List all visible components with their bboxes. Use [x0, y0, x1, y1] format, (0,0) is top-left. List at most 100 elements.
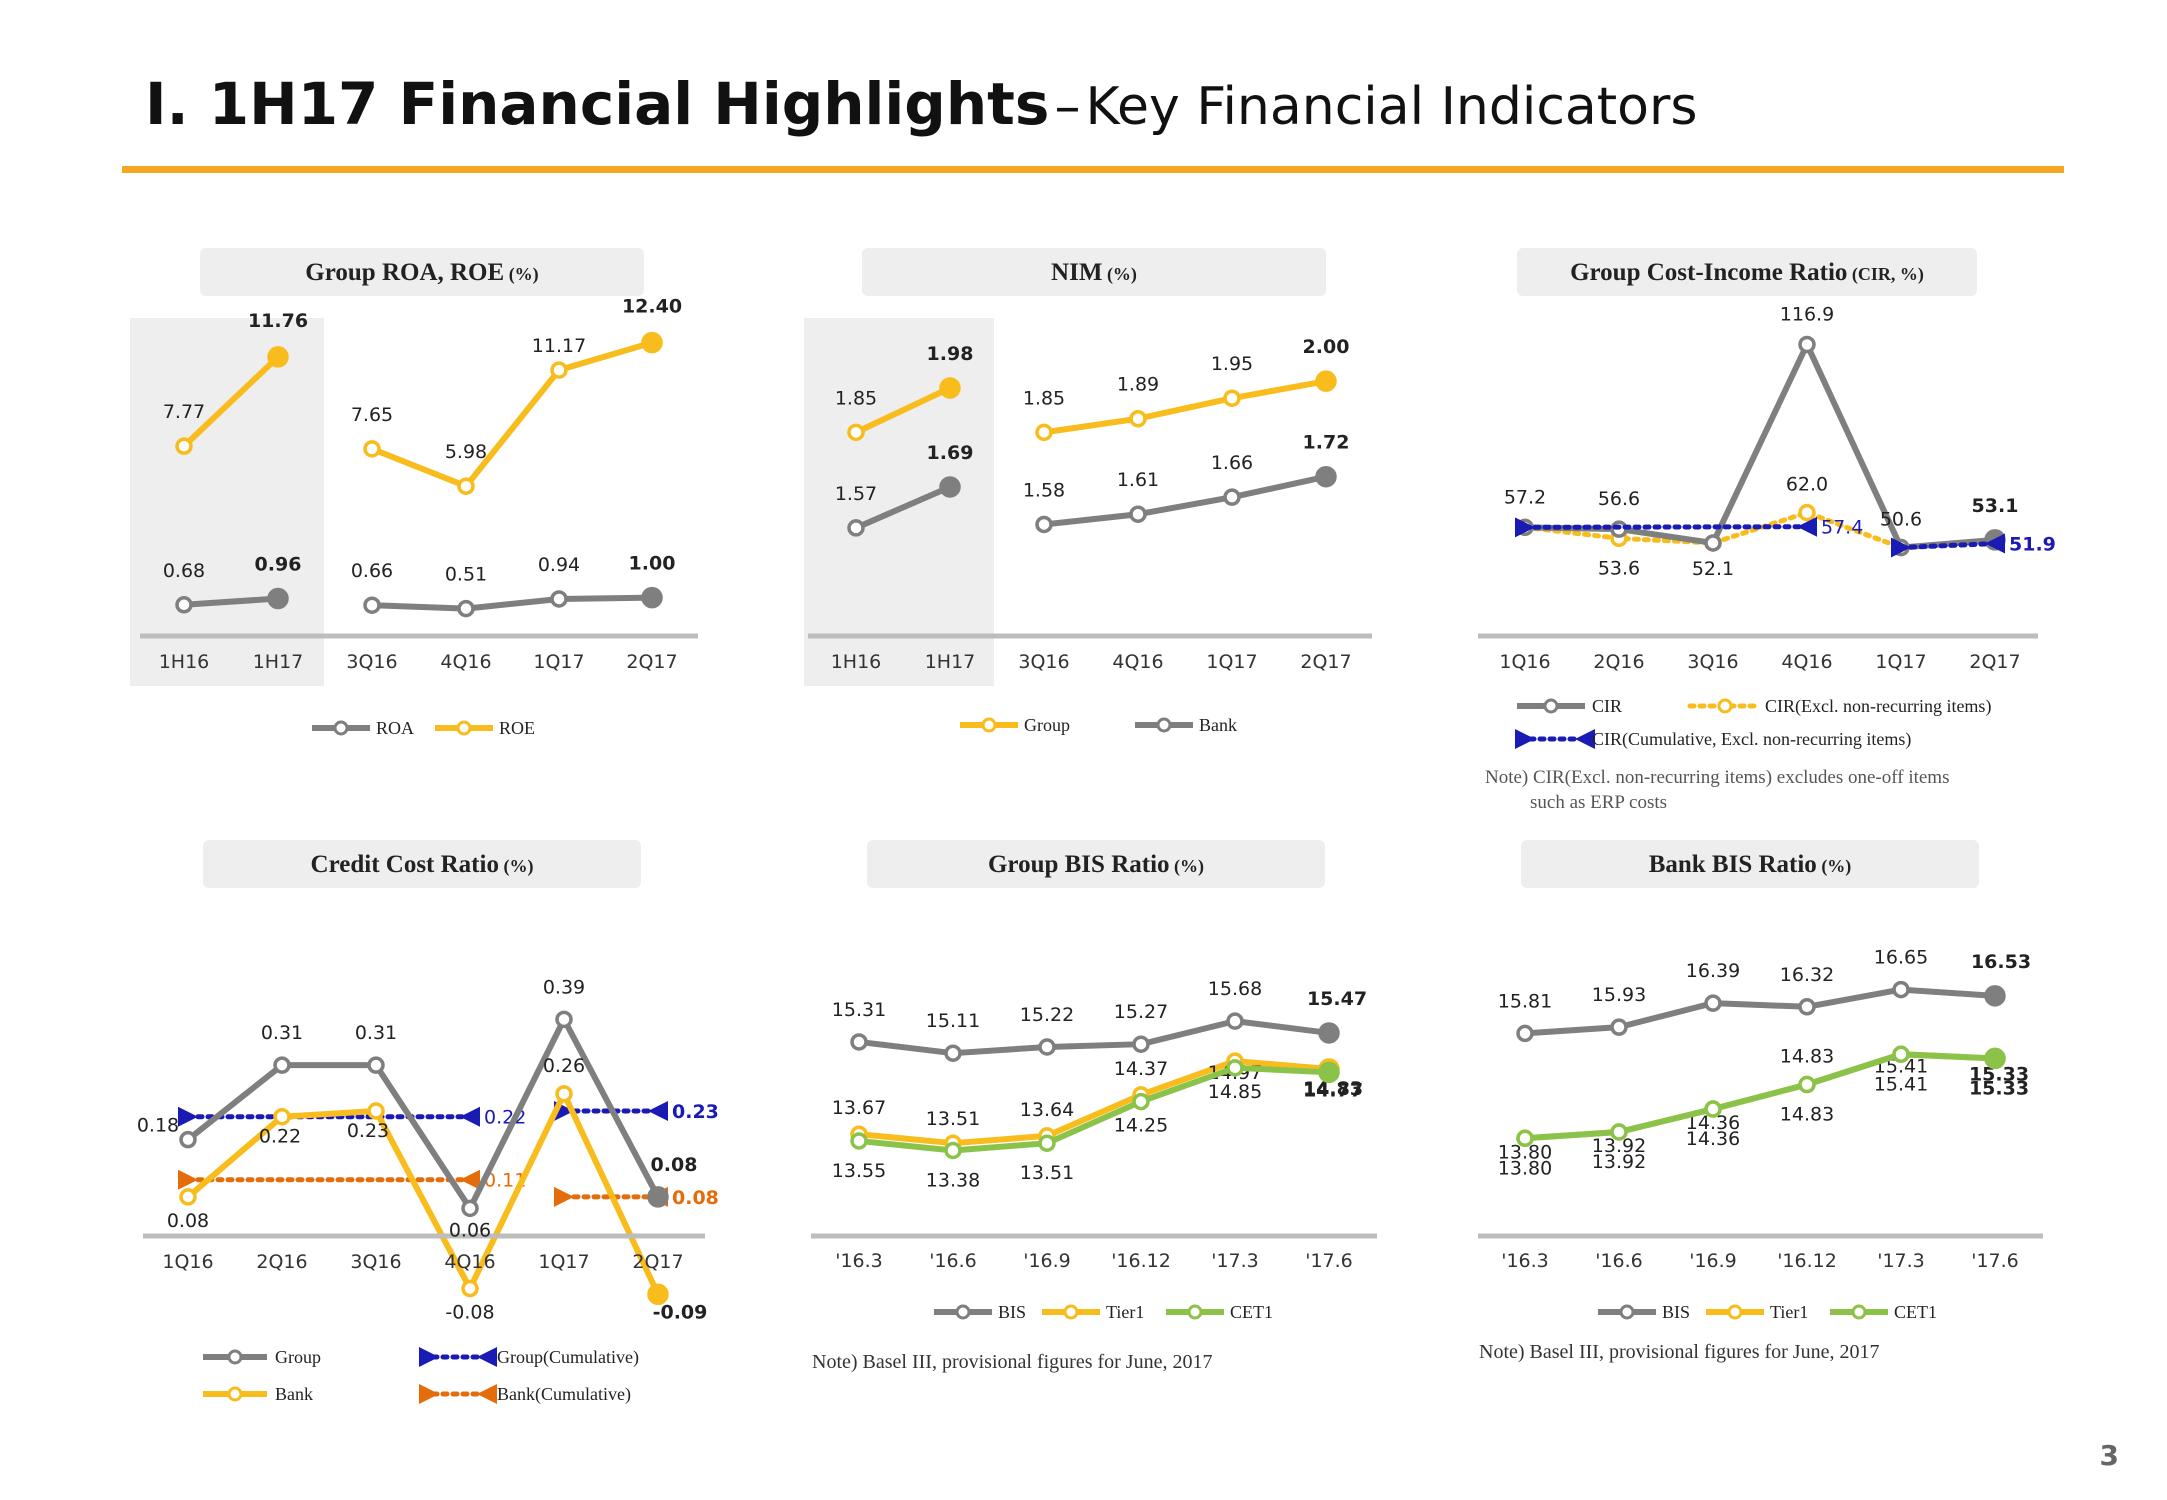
- series-bank-seg1-line: [1043, 473, 1327, 528]
- chart-title-box: [200, 248, 644, 296]
- chart-title-box: [867, 840, 1325, 888]
- data-label-bank-2: 0.23: [347, 1120, 389, 1142]
- series-bis-point-1: [1610, 1018, 1628, 1036]
- series-group-seg1-line: [1043, 378, 1327, 436]
- legend-marker-bank: [227, 1386, 243, 1402]
- x-tick-label-1h16: 1H16: [159, 651, 210, 673]
- chart-title-unit: (%): [499, 856, 534, 877]
- legend-marker-bank: [1156, 717, 1172, 733]
- x-tick-label-4q16: 4Q16: [444, 1251, 495, 1273]
- series-roa-seg0-line: [183, 595, 279, 608]
- series-cet1-point-1: [1610, 1123, 1628, 1141]
- x-tick-label-16-6: '16.6: [1595, 1250, 1643, 1272]
- x-tick-label-16-12: '16.12: [1111, 1250, 1171, 1272]
- series-group-point-5: [647, 1186, 669, 1208]
- data-label-bank-3: -0.08: [445, 1302, 494, 1324]
- x-tick-label-1q17: 1Q17: [533, 651, 584, 673]
- data-label-cet1-5: 14.77: [1303, 1079, 1363, 1101]
- x-tick-label-4q16: 4Q16: [1781, 651, 1832, 673]
- data-label-roe-1: 11.76: [248, 310, 308, 332]
- data-label-roa-3: 0.51: [445, 564, 487, 586]
- series-group-seg1-point-0: [1035, 423, 1053, 442]
- series-roa-seg1-point-3: [641, 586, 663, 609]
- series-cet1-point-1: [944, 1141, 962, 1160]
- data-label-cir-excl-1: 53.6: [1598, 557, 1640, 579]
- data-label-group-1: 0.31: [261, 1022, 303, 1044]
- legend-marker-bis: [1619, 1304, 1635, 1320]
- series-cet1-line: [858, 1064, 1330, 1154]
- series-group-seg0-point-1: [939, 377, 961, 399]
- data-label-bank-5: -0.09: [653, 1301, 708, 1323]
- series-bank-seg1-point-1: [1129, 505, 1147, 523]
- series-bis-point-5: [1984, 985, 2006, 1007]
- data-label-tier1-3: 14.37: [1114, 1058, 1168, 1080]
- series-bis-line: [1524, 986, 1996, 1037]
- series-roa-seg1-point-1: [457, 599, 475, 618]
- series-bank-cumulative-start-0: [178, 1169, 198, 1190]
- data-label-cir-excl-3: 62.0: [1786, 474, 1828, 496]
- x-tick-label-2q16: 2Q16: [1593, 651, 1644, 673]
- page-title-separator: –: [1054, 77, 1081, 137]
- legend-marker-cet1: [1851, 1304, 1867, 1320]
- data-label-roa-1: 0.96: [255, 554, 302, 576]
- data-label-group-2: 1.85: [1023, 387, 1065, 409]
- data-label-bank-5: 1.72: [1303, 432, 1350, 454]
- series-bis-line: [858, 1018, 1330, 1057]
- data-label-bis-4: 15.68: [1208, 978, 1262, 1000]
- x-tick-label-1q16: 1Q16: [162, 1251, 213, 1273]
- legend-label-group-cumulative: Group(Cumulative): [497, 1347, 639, 1368]
- series-roe-seg0-point-1: [267, 346, 289, 368]
- x-tick-label-17-6: '17.6: [1305, 1250, 1353, 1272]
- legend-marker-end-group-cumulative: [477, 1347, 497, 1367]
- series-group-cumulative-end-1: [648, 1101, 668, 1121]
- legend-marker-start-bank-cumulative: [419, 1384, 439, 1404]
- series-cir-line: [1524, 341, 1996, 551]
- data-label-bank-4: 1.66: [1211, 452, 1253, 474]
- series-cet1-point-4: [1892, 1045, 1910, 1064]
- legend-marker-roa: [333, 720, 349, 736]
- legend-label-cir-cumulative: CIR(Cumulative, Excl. non-recurring item…: [1592, 729, 1911, 750]
- legend-label-group: Group: [275, 1347, 321, 1367]
- series-bank-seg1-point-0: [1035, 515, 1053, 534]
- series-group-point-0: [179, 1130, 197, 1149]
- data-label-roa-4: 0.94: [538, 554, 580, 576]
- series-bis-point-2: [1038, 1038, 1056, 1056]
- series-cir-cumulative-start-0: [1515, 517, 1535, 538]
- shaded-half-year-panel: [130, 318, 324, 686]
- series-cir-point-3: [1798, 335, 1816, 354]
- data-label-tier1-3: 14.83: [1780, 1046, 1834, 1068]
- data-label-roa-5: 1.00: [629, 553, 676, 575]
- x-tick-label-1q17: 1Q17: [1206, 651, 1257, 673]
- x-tick-label-2q17: 2Q17: [1300, 651, 1351, 673]
- x-tick-label-16-12: '16.12: [1777, 1250, 1837, 1272]
- x-tick-label-2q17: 2Q17: [632, 1251, 683, 1273]
- data-label-group-4: 0.39: [543, 976, 585, 998]
- series-cir-cumulative-seg0: [1522, 524, 1810, 530]
- series-bis-point-3: [1132, 1035, 1150, 1053]
- data-label-cir-3: 116.9: [1780, 303, 1834, 325]
- legend-label-cet1: CET1: [1894, 1302, 1937, 1322]
- legend-marker-tier1: [1063, 1304, 1079, 1320]
- series-bank-seg0-point-1: [939, 476, 961, 498]
- series-group-seg1-point-2: [1223, 389, 1241, 407]
- x-tick-label-2q17: 2Q17: [1969, 651, 2020, 673]
- shaded-half-year-panel: [804, 318, 994, 686]
- x-tick-label-1h17: 1H17: [253, 651, 304, 673]
- data-label-cet1-4: 15.41: [1874, 1073, 1928, 1095]
- data-label-roe-0: 7.77: [163, 401, 205, 423]
- chart-title-unit: (%): [1817, 856, 1852, 877]
- data-label-roe-4: 11.17: [532, 335, 586, 357]
- legend-label-bis: BIS: [1662, 1302, 1690, 1322]
- x-tick-label-16-9: '16.9: [1689, 1250, 1737, 1272]
- data-label-bank-0: 0.08: [167, 1210, 209, 1232]
- data-label-group-cumulative-1: 0.23: [672, 1101, 719, 1123]
- legend-label-bank-cumulative: Bank(Cumulative): [497, 1384, 631, 1405]
- series-cir-cumulative-seg1: [1898, 541, 1998, 551]
- data-label-cet1-0: 13.55: [832, 1160, 886, 1182]
- x-tick-label-3q16: 3Q16: [346, 651, 397, 673]
- data-label-cet1-1: 13.92: [1592, 1151, 1646, 1173]
- data-label-roe-2: 7.65: [351, 404, 393, 426]
- chart-title-unit: (CIR, %): [1847, 264, 1924, 285]
- x-tick-label-3q16: 3Q16: [1018, 651, 1069, 673]
- series-group-cumulative-start-0: [178, 1106, 198, 1127]
